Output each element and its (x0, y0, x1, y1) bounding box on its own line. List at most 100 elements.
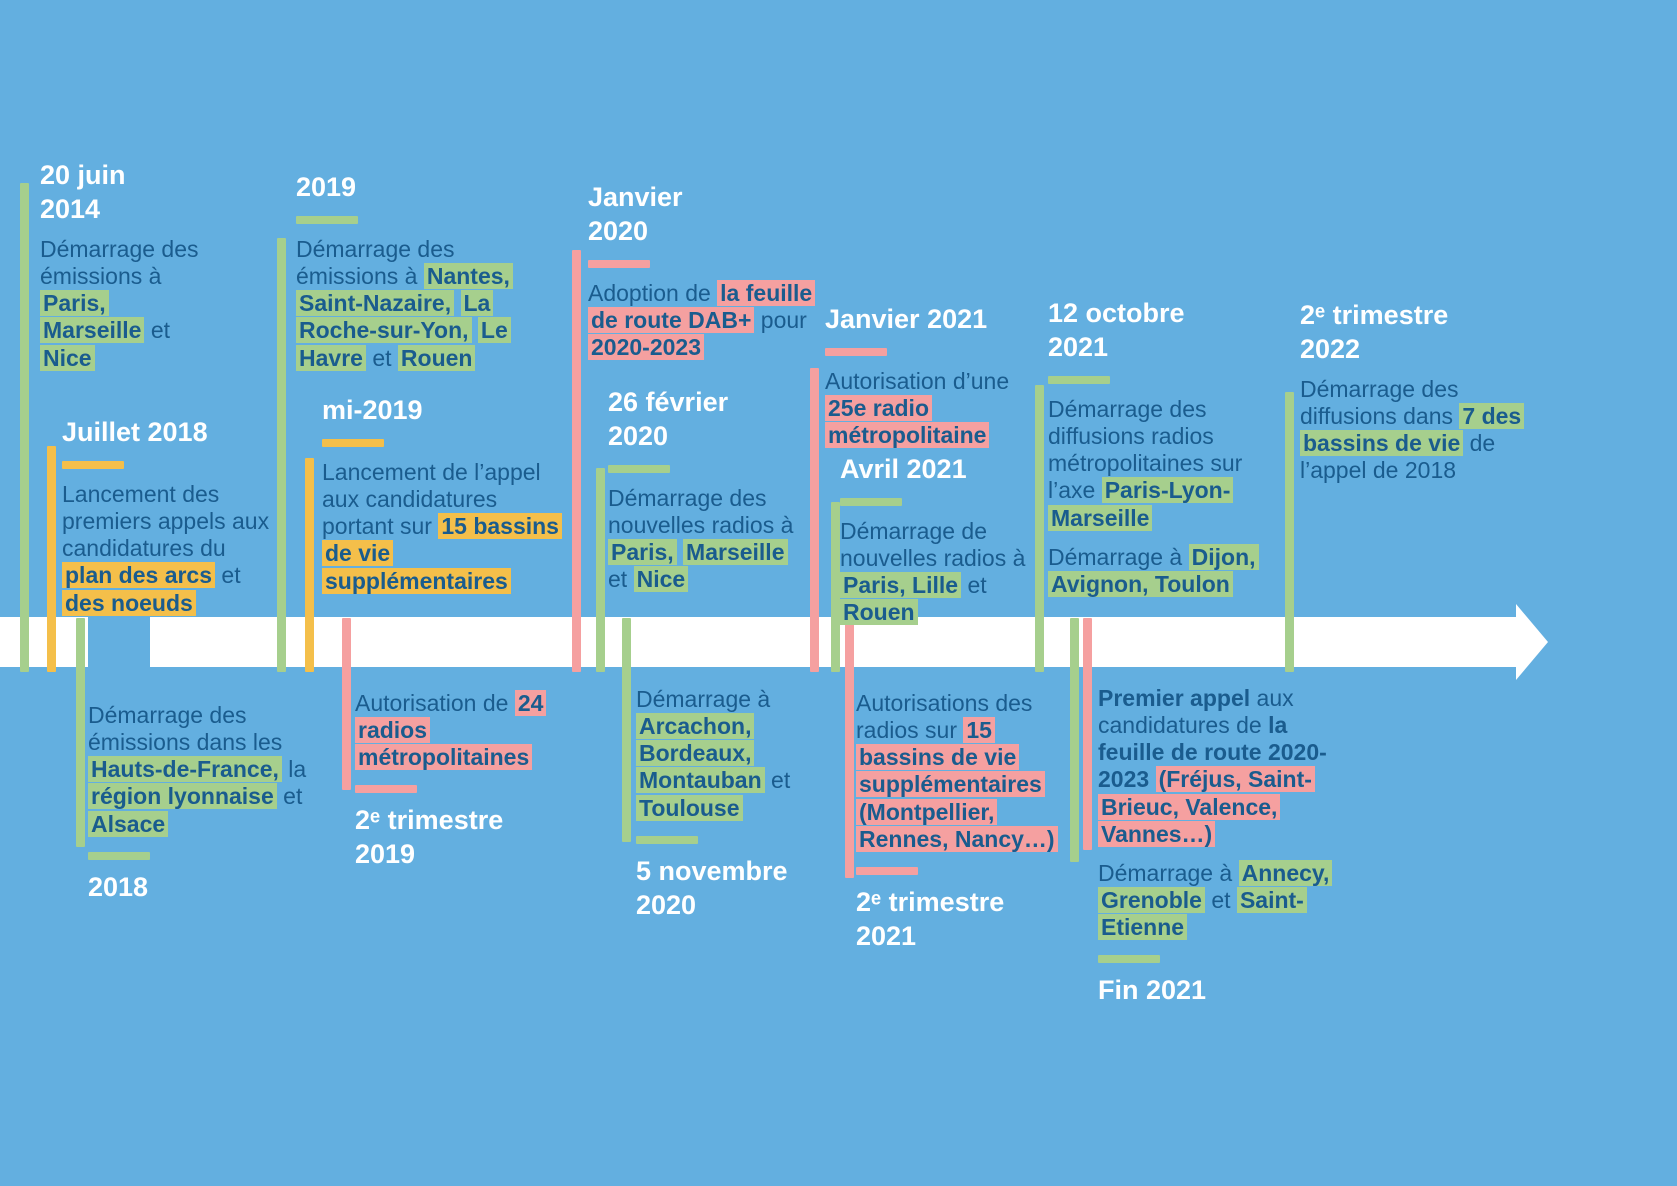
event-text-2e-trimestre-2022: Démarrage des diffusions dans 7 des bass… (1300, 376, 1535, 485)
highlight-yellow: plan des arcs (62, 562, 216, 589)
highlight-green: Hauts-de-France, (88, 756, 282, 783)
accent-dash-fin-2021 (1098, 955, 1160, 964)
event-date-juillet-2018: Juillet 2018 (62, 417, 208, 447)
tick-janvier-2020 (572, 250, 581, 672)
highlight-green: Nantes, (423, 263, 513, 290)
highlight-green: Rouen (840, 599, 918, 626)
event-text-5-novembre-2020: Démarrage à Arcachon, Bordeaux, Montauba… (636, 686, 791, 821)
event-mi-2019: mi-2019 Lancement de l’appel aux candidat… (322, 393, 567, 607)
accent-dash-2019 (296, 216, 358, 225)
tick-2018 (76, 618, 85, 847)
tick-20-juin-2014 (20, 183, 29, 672)
timeline-arrowhead-icon (1516, 604, 1548, 680)
accent-dash-mi-2019 (322, 439, 384, 448)
event-fin-2021: Premier appel aux candidatures de la feu… (1098, 685, 1360, 1017)
event-20-juin-2014: 20 juin 2014 Démarrage des émissions à Par… (40, 158, 215, 384)
event-juillet-2018: Juillet 2018 Lancement des premiers appel… (62, 415, 277, 629)
highlight-green: Paris, (608, 539, 677, 566)
highlight-pink: 25e radio métropolitaine (825, 395, 990, 449)
event-date-2018: 2018 (88, 871, 149, 902)
event-text-fin-2021: Premier appel aux candidatures de la feu… (1098, 685, 1327, 847)
highlight-yellow: des noeuds (62, 589, 196, 616)
highlight-green: Marseille (40, 317, 145, 344)
event-text-2018: Démarrage des émissions dans les Hauts-d… (88, 702, 307, 837)
accent-dash-avril-2021 (840, 498, 902, 507)
timeline-axis-left-segment (0, 617, 88, 667)
event-text-juillet-2018: Lancement des premiers appels aux candid… (62, 481, 270, 616)
bold-text: Premier appel (1098, 685, 1251, 711)
event-12-octobre-2021: 12 octobre 2021 Démarrage des diffusions r… (1048, 296, 1293, 610)
highlight-pink: 2020-2023 (588, 334, 704, 361)
event-date-janvier-2020: Janvier 2020 (588, 182, 683, 247)
event-text-mi-2019: Lancement de l’appel aux candidatures po… (322, 459, 567, 595)
event-text-12-octobre-2021: Démarrage à Dijon, Avignon, Toulon (1048, 543, 1293, 598)
tick-janvier-2021 (810, 368, 819, 672)
event-avril-2021: Avril 2021 Démarrage de nouvelles radios … (840, 452, 1030, 639)
tick-2e-trimestre-2019 (342, 618, 351, 790)
highlight-green: Paris, (40, 290, 109, 317)
event-janvier-2020: Janvier 2020 Adoption de la feuille de rou… (588, 180, 843, 373)
event-date-mi-2019: mi-2019 (322, 395, 423, 425)
highlight-green: Nice (40, 344, 95, 371)
event-2019: 2019 Démarrage des émissions à Nantes, Sa… (296, 170, 556, 384)
highlight-green: Saint-Nazaire, (296, 290, 455, 317)
tick-2e-trimestre-2021 (845, 618, 854, 878)
tick-5-novembre-2020 (622, 618, 631, 842)
tick-fin-2021-green (1070, 618, 1079, 862)
accent-dash-2e-trimestre-2019 (355, 785, 417, 794)
highlight-pink: (Montpellier, Rennes, Nancy…) (856, 798, 1058, 852)
event-2e-trimestre-2022: 2ᵉ trimestre 2022 Démarrage des diffusions… (1300, 298, 1535, 497)
event-date-26-fevrier-2020: 26 février 2020 (608, 387, 729, 452)
event-text-26-fevrier-2020: Démarrage des nouvelles radios à Paris, … (608, 485, 794, 593)
highlight-green: Toulouse (636, 794, 743, 821)
event-text-12-octobre-2021: Démarrage des diffusions radios métropol… (1048, 396, 1243, 531)
event-date-2e-trimestre-2019: 2ᵉ trimestre 2019 (355, 805, 504, 870)
event-text-janvier-2020: Adoption de la feuille de route DAB+ pou… (588, 280, 843, 361)
event-text-20-juin-2014: Démarrage des émissions à Paris, Marseil… (40, 236, 199, 371)
highlight-green: Dijon, Avignon, Toulon (1048, 543, 1259, 597)
tick-fin-2021-pink (1083, 618, 1092, 850)
event-text-janvier-2021: Autorisation d’une 25e radio métropolita… (825, 368, 1010, 449)
event-date-5-novembre-2020: 5 novembre 2020 (636, 855, 788, 920)
accent-dash-juillet-2018 (62, 461, 124, 470)
highlight-pink: 15 bassins de vie supplémentaires (856, 717, 1045, 798)
tick-mi-2019 (305, 458, 314, 672)
highlight-green: région lyonnaise (88, 783, 277, 810)
event-5-novembre-2020: Démarrage à Arcachon, Bordeaux, Montauba… (636, 686, 821, 932)
event-date-2e-trimestre-2022: 2ᵉ trimestre 2022 (1300, 300, 1449, 365)
event-text-2e-trimestre-2019: Autorisation de 24 radios métropolitaine… (355, 690, 590, 771)
event-janvier-2021: Janvier 2021 Autorisation d’une 25e radio… (825, 302, 1020, 461)
event-date-fin-2021: Fin 2021 (1098, 975, 1207, 1006)
highlight-green: Paris, Lille (840, 572, 962, 599)
event-26-fevrier-2020: 26 février 2020 Démarrage des nouvelles ra… (608, 385, 798, 606)
event-2e-trimestre-2021: Autorisations des radios sur 15 bassins … (856, 690, 1071, 963)
bold-text: la feuille de route 2020-2023 (1098, 712, 1327, 793)
highlight-green: Paris-Lyon-Marseille (1048, 477, 1234, 531)
accent-dash-janvier-2020 (588, 260, 650, 269)
event-date-avril-2021: Avril 2021 (840, 454, 967, 484)
accent-dash-janvier-2021 (825, 348, 887, 357)
event-text-fin-2021: Démarrage à Annecy, Grenoble et Saint-Et… (1098, 859, 1360, 941)
event-text-2019: Démarrage des émissions à Nantes, Saint-… (296, 236, 556, 372)
highlight-green: Alsace (88, 810, 169, 837)
highlight-green: Nice (633, 566, 689, 593)
event-2e-trimestre-2019: Autorisation de 24 radios métropolitaine… (355, 690, 590, 881)
accent-dash-26-fevrier-2020 (608, 465, 670, 474)
tick-juillet-2018 (47, 446, 56, 672)
event-date-12-octobre-2021: 12 octobre 2021 (1048, 298, 1185, 363)
event-text-2e-trimestre-2021: Autorisations des radios sur 15 bassins … (856, 690, 1071, 853)
highlight-green: Arcachon, Bordeaux, Montauban (636, 713, 765, 794)
accent-dash-2e-trimestre-2021 (856, 866, 918, 875)
event-date-2019: 2019 (296, 172, 357, 202)
event-2018: Démarrage des émissions dans les Hauts-d… (88, 702, 323, 914)
tick-12-octobre-2021 (1035, 385, 1044, 672)
event-date-janvier-2021: Janvier 2021 (825, 304, 988, 334)
event-text-avril-2021: Démarrage de nouvelles radios à Paris, L… (840, 518, 1026, 626)
highlight-pink: 24 radios métropolitaines (355, 690, 547, 771)
tick-2019 (277, 238, 286, 672)
event-date-20-juin-2014: 20 juin 2014 (40, 160, 126, 225)
accent-dash-12-octobre-2021 (1048, 376, 1110, 385)
highlight-green: Rouen (397, 344, 476, 371)
tick-2e-trimestre-2022 (1285, 392, 1294, 672)
